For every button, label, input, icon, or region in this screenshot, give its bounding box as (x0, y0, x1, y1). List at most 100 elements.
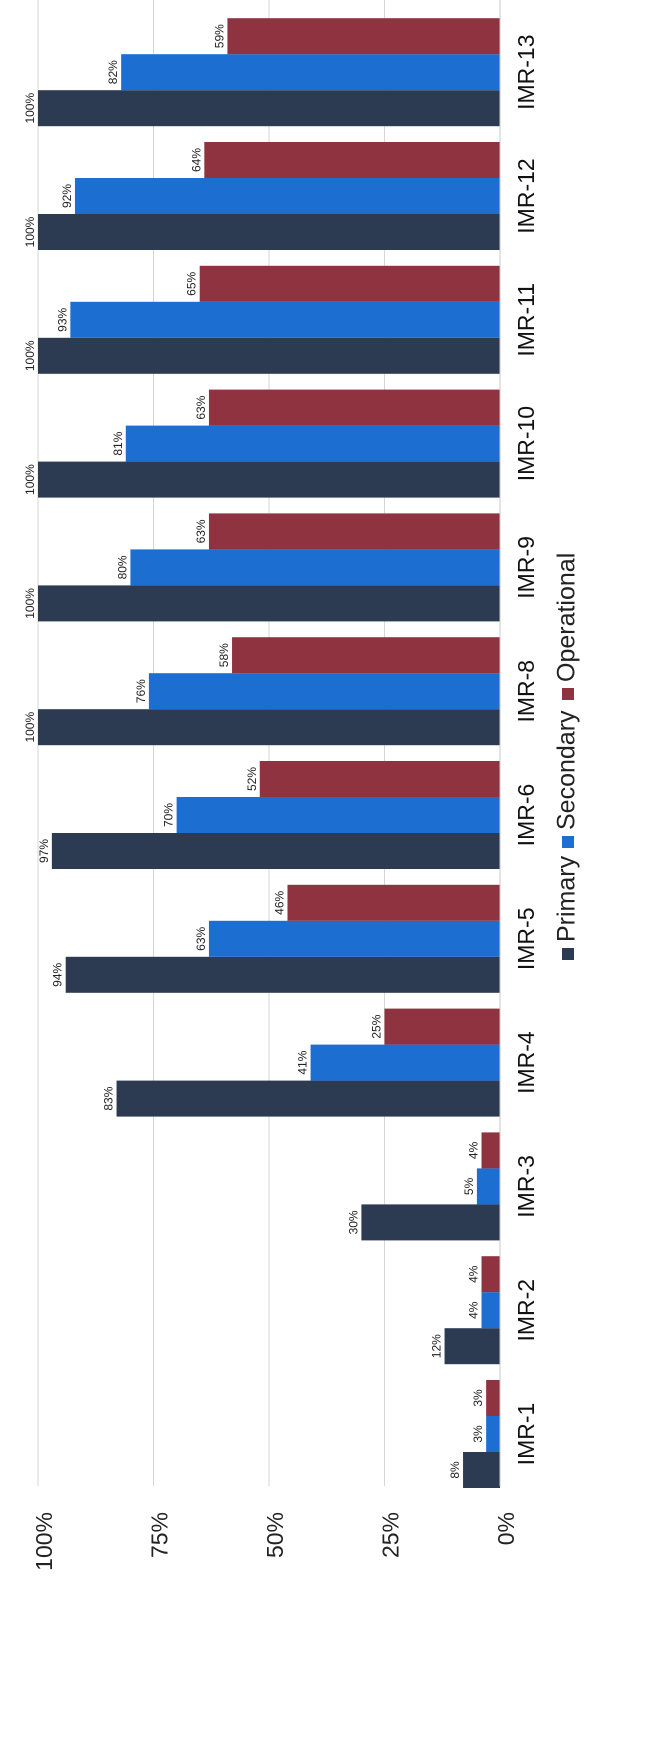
legend-swatch-operational (562, 688, 574, 700)
data-label: 4% (467, 1265, 481, 1283)
bar-primary-imr-5 (65, 956, 500, 993)
category-label: IMR-8 (513, 660, 539, 723)
data-label: 63% (194, 519, 208, 543)
bar-secondary-imr-13 (121, 54, 500, 91)
value-tick-label: 0% (493, 1512, 519, 1545)
data-label: 64% (189, 148, 203, 172)
category-label: IMR-12 (513, 158, 539, 233)
data-label: 100% (23, 216, 37, 247)
data-label: 65% (185, 271, 199, 295)
bar-primary-imr-4 (116, 1080, 500, 1117)
bar-secondary-imr-11 (70, 301, 500, 338)
legend-label-secondary: Secondary (553, 710, 581, 830)
bar-operational-imr-1 (486, 1380, 500, 1416)
data-label: 76% (134, 679, 148, 703)
data-label: 58% (217, 643, 231, 667)
value-tick-label: 100% (31, 1512, 57, 1571)
legend-swatch-primary (562, 948, 574, 960)
category-label: IMR-13 (513, 34, 539, 109)
bar-secondary-imr-10 (125, 425, 500, 462)
bar-operational-imr-8 (232, 637, 501, 674)
category-label: IMR-10 (513, 406, 539, 481)
bar-operational-imr-10 (208, 389, 500, 426)
data-label: 82% (106, 60, 120, 84)
bar-operational-imr-11 (199, 265, 500, 302)
data-label: 3% (471, 1425, 485, 1443)
data-label: 8% (448, 1461, 462, 1479)
bar-primary-imr-10 (38, 461, 500, 498)
bar-secondary-imr-3 (476, 1168, 500, 1205)
bar-primary-imr-8 (38, 709, 500, 746)
category-label: IMR-2 (513, 1279, 539, 1342)
bar-secondary-imr-9 (130, 549, 500, 586)
legend: Primary Secondary Operational (553, 553, 581, 960)
data-labels-layer: 8% 3% 3% 12% 4% 4% 30% 5% 4% 83% 41% 25% 94% 63% 46% 97… (23, 24, 485, 1479)
bar-primary-imr-2 (444, 1328, 500, 1365)
bar-secondary-imr-5 (208, 920, 500, 957)
value-tick-label: 50% (262, 1512, 288, 1558)
data-label: 93% (55, 307, 69, 331)
data-label: 97% (37, 839, 51, 863)
bar-operational-imr-2 (481, 1256, 500, 1293)
legend-label-operational: Operational (553, 553, 581, 682)
data-label: 92% (60, 184, 74, 208)
bar-secondary-imr-1 (486, 1416, 500, 1452)
bar-operational-imr-4 (384, 1008, 500, 1045)
category-label: IMR-1 (513, 1403, 539, 1466)
data-label: 5% (462, 1177, 476, 1195)
category-label: IMR-6 (513, 784, 539, 847)
bar-primary-imr-3 (361, 1204, 500, 1241)
data-label: 100% (23, 712, 37, 743)
data-label: 81% (111, 431, 125, 455)
bar-secondary-imr-12 (74, 178, 501, 214)
bar-primary-imr-11 (38, 337, 500, 374)
data-label: 52% (245, 767, 259, 791)
data-label: 63% (194, 926, 208, 950)
data-label: 80% (115, 555, 129, 579)
legend-swatch-secondary (562, 836, 574, 848)
bar-secondary-imr-6 (176, 797, 500, 833)
bar-primary-imr-6 (51, 833, 501, 869)
bar-operational-imr-3 (481, 1132, 500, 1169)
category-label: IMR-5 (513, 907, 539, 970)
bar-primary-imr-1 (463, 1452, 500, 1488)
bar-operational-imr-12 (204, 142, 500, 178)
data-label: 46% (272, 890, 286, 914)
bar-operational-imr-5 (287, 884, 500, 921)
data-label: 30% (346, 1210, 360, 1234)
category-label: IMR-4 (513, 1031, 539, 1094)
bar-secondary-imr-4 (310, 1044, 500, 1081)
value-tick-label: 75% (147, 1512, 173, 1558)
bar-operational-imr-6 (259, 761, 500, 797)
category-label: IMR-11 (513, 283, 539, 357)
value-tick-label: 25% (378, 1512, 404, 1558)
data-label: 100% (23, 93, 37, 124)
axis-layer: 0% 25% 50% 75% 100% IMR-1 IMR-2 IMR-3 IMR-4 IMR-5… (31, 0, 539, 1571)
legend-label-primary: Primary (553, 855, 581, 942)
bar-primary-imr-12 (38, 214, 500, 250)
bar-secondary-imr-2 (481, 1292, 500, 1329)
bar-primary-imr-13 (38, 90, 500, 127)
data-label: 100% (23, 464, 37, 495)
data-label: 63% (194, 395, 208, 419)
category-label: IMR-9 (513, 536, 539, 599)
data-label: 70% (162, 803, 176, 827)
data-label: 94% (51, 962, 65, 986)
data-label: 100% (23, 588, 37, 619)
bars-layer (38, 18, 501, 1488)
bar-primary-imr-9 (38, 585, 500, 622)
category-label: IMR-3 (513, 1155, 539, 1218)
data-label: 59% (212, 24, 226, 48)
data-label: 41% (296, 1050, 310, 1074)
data-label: 100% (23, 340, 37, 371)
data-label: 4% (467, 1301, 481, 1319)
data-label: 4% (467, 1141, 481, 1159)
bar-secondary-imr-8 (148, 673, 500, 710)
data-label: 25% (370, 1014, 384, 1038)
bar-operational-imr-9 (208, 513, 500, 550)
data-label: 83% (102, 1086, 116, 1110)
bar-operational-imr-13 (227, 18, 501, 55)
data-label: 3% (471, 1389, 485, 1407)
